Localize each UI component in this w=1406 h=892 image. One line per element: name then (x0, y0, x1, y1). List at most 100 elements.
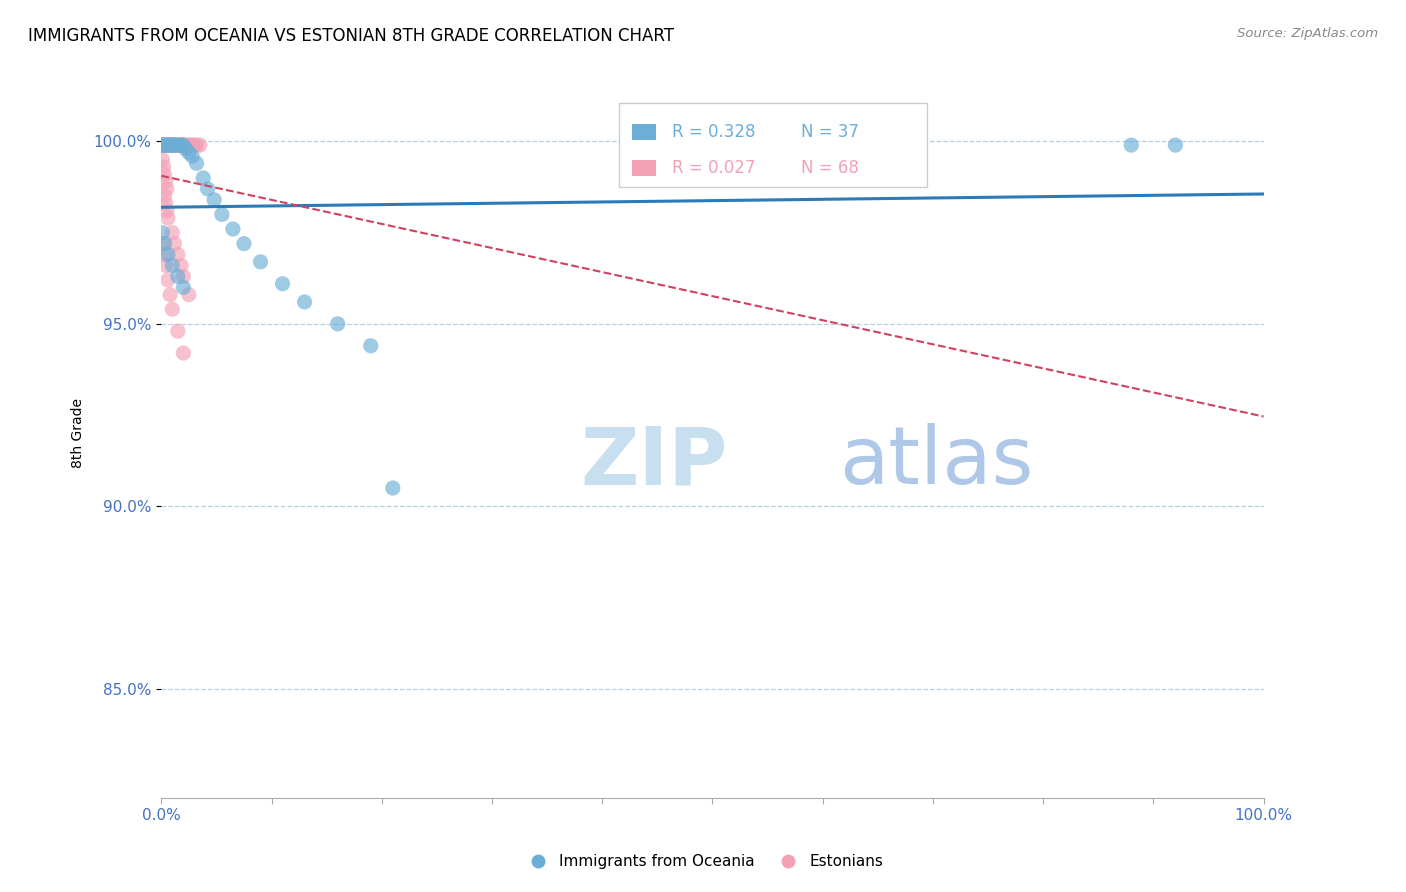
Point (177, 138, 200, 153)
Point (153, 138, 176, 153)
Point (166, 247, 188, 261)
Point (162, 259, 184, 273)
Point (152, 138, 174, 153)
Point (249, 255, 271, 269)
Point (172, 138, 194, 153)
Point (188, 138, 211, 153)
Point (166, 269, 188, 284)
Point (866, 138, 889, 153)
Point (156, 138, 179, 153)
Point (153, 247, 176, 261)
Point (162, 138, 184, 153)
Point (165, 138, 187, 153)
Point (166, 138, 188, 153)
Point (186, 156, 208, 170)
Point (193, 170, 215, 185)
Point (153, 167, 176, 181)
Point (152, 138, 174, 153)
Point (155, 138, 177, 153)
Point (186, 138, 208, 153)
Point (162, 138, 184, 153)
Point (172, 138, 194, 153)
Point (169, 138, 191, 153)
Point (381, 481, 404, 495)
FancyBboxPatch shape (631, 161, 657, 177)
Point (177, 145, 200, 160)
FancyBboxPatch shape (619, 103, 928, 186)
Point (155, 196, 177, 211)
Point (159, 287, 181, 301)
Point (326, 317, 349, 331)
Point (156, 203, 179, 218)
Point (152, 153, 174, 167)
Point (162, 302, 184, 317)
Point (172, 269, 194, 284)
FancyBboxPatch shape (631, 124, 657, 140)
Point (211, 207, 233, 221)
Text: N = 68: N = 68 (800, 160, 859, 178)
Point (153, 138, 176, 153)
Point (162, 138, 184, 153)
Point (360, 339, 382, 353)
Point (157, 138, 180, 153)
Text: N = 37: N = 37 (800, 123, 859, 141)
Point (156, 138, 179, 153)
Point (159, 138, 181, 153)
Point (166, 138, 188, 153)
Text: ZIP: ZIP (581, 424, 727, 501)
Point (181, 149, 204, 163)
Point (163, 138, 186, 153)
Point (156, 138, 179, 153)
Point (179, 138, 201, 153)
Point (166, 138, 188, 153)
Point (156, 273, 179, 287)
Text: IMMIGRANTS FROM OCEANIA VS ESTONIAN 8TH GRADE CORRELATION CHART: IMMIGRANTS FROM OCEANIA VS ESTONIAN 8TH … (28, 27, 673, 45)
Point (152, 138, 174, 153)
Point (170, 259, 193, 273)
Point (153, 189, 176, 203)
Point (181, 138, 204, 153)
Point (155, 175, 177, 189)
Point (156, 138, 179, 153)
Text: R = 0.328: R = 0.328 (672, 123, 755, 141)
Point (183, 138, 205, 153)
Point (167, 138, 190, 153)
Point (233, 236, 256, 251)
Point (152, 138, 174, 153)
Point (294, 295, 316, 310)
Point (156, 138, 179, 153)
Point (157, 138, 180, 153)
Point (1121, 138, 1143, 153)
Legend: Immigrants from Oceania, Estonians: Immigrants from Oceania, Estonians (516, 848, 890, 875)
Point (222, 222, 245, 236)
Point (166, 138, 188, 153)
Point (165, 138, 187, 153)
Point (156, 138, 179, 153)
Point (172, 138, 194, 153)
Point (159, 138, 181, 153)
Point (156, 247, 179, 261)
Point (163, 138, 186, 153)
Point (152, 138, 174, 153)
Point (152, 138, 174, 153)
Text: R = 0.027: R = 0.027 (672, 160, 755, 178)
Point (271, 277, 294, 291)
Point (197, 182, 219, 196)
Point (174, 138, 197, 153)
Point (152, 236, 174, 251)
Point (172, 346, 194, 360)
Point (157, 138, 180, 153)
Point (155, 138, 177, 153)
Point (153, 138, 176, 153)
Point (153, 236, 176, 251)
Point (159, 138, 181, 153)
Y-axis label: 8th Grade: 8th Grade (72, 399, 86, 468)
Point (152, 138, 174, 153)
Point (162, 138, 184, 153)
Point (153, 138, 176, 153)
Point (174, 142, 197, 156)
Point (172, 138, 194, 153)
Point (202, 193, 225, 207)
Point (156, 211, 179, 225)
Point (170, 138, 193, 153)
